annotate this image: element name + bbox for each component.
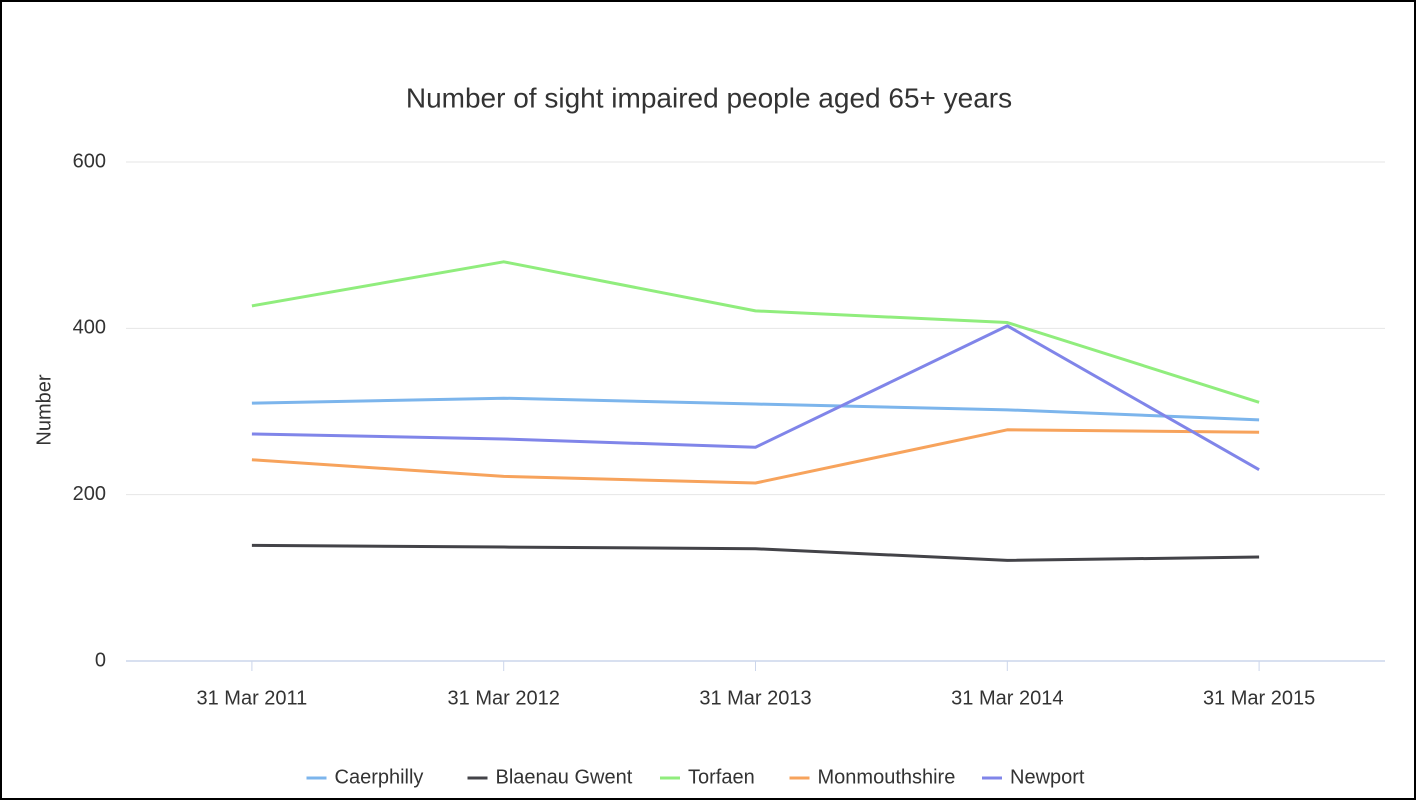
x-tick-label: 31 Mar 2014 bbox=[951, 687, 1063, 709]
y-tick-label: 200 bbox=[73, 483, 106, 505]
legend-label: Blaenau Gwent bbox=[496, 766, 633, 788]
y-tick-label: 400 bbox=[73, 317, 106, 339]
series-line bbox=[251, 260, 1260, 404]
legend-label: Torfaen bbox=[688, 766, 755, 788]
chart-title: Number of sight impaired people aged 65+… bbox=[406, 82, 1012, 113]
legend-label: Caerphilly bbox=[335, 766, 424, 788]
series-line bbox=[251, 396, 1260, 422]
x-tick-label: 31 Mar 2015 bbox=[1203, 687, 1315, 709]
x-tick-label: 31 Mar 2011 bbox=[196, 687, 307, 709]
legend-label: Monmouthshire bbox=[818, 766, 956, 788]
y-tick-label: 0 bbox=[95, 649, 106, 671]
series-line bbox=[251, 324, 1260, 472]
x-tick-label: 31 Mar 2013 bbox=[699, 687, 811, 709]
y-axis-label: Number bbox=[33, 374, 55, 445]
y-tick-label: 600 bbox=[73, 150, 106, 172]
series-line bbox=[251, 543, 1260, 562]
x-tick-label: 31 Mar 2012 bbox=[448, 687, 560, 709]
series-line bbox=[251, 428, 1260, 485]
legend-label: Newport bbox=[1010, 766, 1085, 788]
